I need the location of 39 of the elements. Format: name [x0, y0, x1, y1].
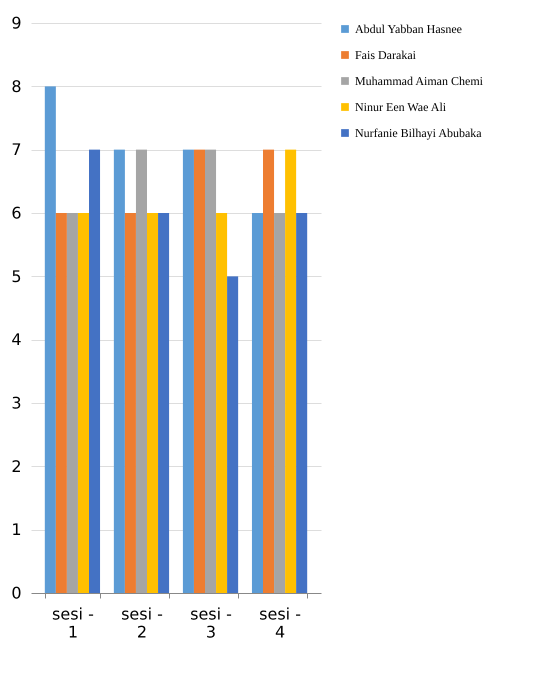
bar [252, 213, 263, 593]
bar [147, 213, 158, 593]
legend-label: Ninur Een Wae Ali [355, 100, 447, 114]
bar [274, 213, 286, 593]
y-tick-label: 9 [11, 14, 22, 32]
legend-label: Fais Darakai [355, 48, 417, 62]
y-tick-label: 5 [11, 266, 22, 286]
legend-label: Abdul Yabban Hasnee [355, 22, 462, 36]
bar [78, 213, 89, 593]
bar [296, 213, 308, 593]
x-tick-label: sesi - 1 [52, 604, 94, 642]
bar [136, 150, 147, 593]
bar [205, 150, 216, 593]
bar [56, 213, 67, 593]
bar [114, 150, 125, 593]
legend-label: Muhammad Aiman Chemi [355, 74, 484, 88]
bar [182, 150, 194, 593]
bar [285, 150, 296, 593]
y-tick-label: 1 [11, 520, 22, 540]
bar [194, 150, 205, 593]
x-tick-label: sesi - 2 [121, 604, 163, 642]
bar [124, 213, 136, 593]
bar [263, 150, 274, 593]
y-tick-label: 6 [11, 204, 22, 222]
bar [44, 86, 56, 593]
bar [66, 213, 78, 593]
bar [216, 213, 228, 593]
y-tick-label: 2 [11, 456, 22, 476]
x-tick-label: sesi - 4 [259, 604, 301, 642]
x-tick-label: sesi - 3 [190, 604, 232, 642]
bar [158, 213, 170, 593]
bar [89, 150, 100, 593]
y-tick-label: 4 [11, 330, 22, 350]
y-tick-label: 7 [11, 140, 22, 160]
legend-label: Nurfanie Bilhayi Abubaka [355, 126, 482, 140]
y-tick-label: 8 [11, 76, 22, 96]
bar [227, 276, 238, 593]
y-tick-label: 0 [11, 584, 22, 602]
y-tick-label: 3 [11, 394, 22, 412]
